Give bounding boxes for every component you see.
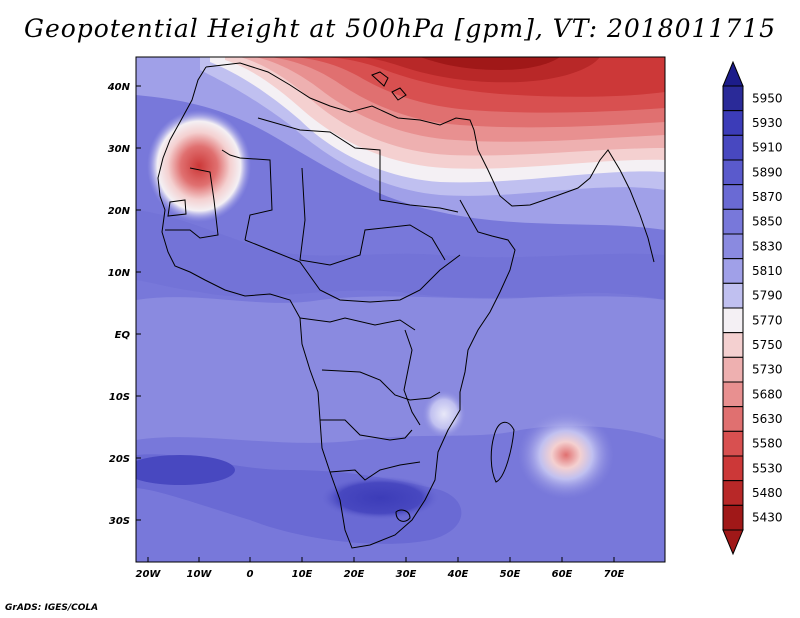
axis-ticks — [136, 85, 615, 562]
lat-label: 40N — [107, 82, 131, 93]
colorbar-swatch — [722, 282, 744, 309]
colorbar-label: 5430 — [752, 511, 783, 525]
colorbar-label: 5870 — [752, 190, 783, 204]
lon-label: 20W — [136, 569, 162, 580]
colorbar-label: 5480 — [752, 486, 783, 500]
colorbar-label: 5530 — [752, 461, 783, 475]
lon-label: 50E — [500, 569, 521, 580]
colorbar-swatch — [722, 85, 744, 112]
colorbar-label: 5830 — [752, 239, 783, 253]
lon-label: 30E — [396, 569, 417, 580]
shaded-field — [136, 57, 665, 562]
colorbar-label: 5750 — [752, 338, 783, 352]
longitude-labels: 20W 10W 0 10E 20E 30E 40E 50E 60E 70E — [136, 569, 625, 580]
colorbar-label: 5730 — [752, 363, 783, 377]
lon-label: 10W — [187, 569, 213, 580]
lon-label: 40E — [447, 569, 469, 580]
colorbar-bottom-arrow — [722, 529, 744, 556]
colorbar-swatch — [722, 233, 744, 260]
latitude-labels: 40N 30N 20N 10N EQ 10S 20S 30S — [107, 82, 131, 527]
lon-label: 20E — [344, 569, 365, 580]
colorbar-swatch — [722, 504, 744, 531]
colorbar-label: 5790 — [752, 289, 783, 303]
lat-label: 30N — [108, 144, 131, 155]
coastlines-borders — [157, 62, 655, 549]
lat-label: 10S — [109, 392, 130, 403]
lat-label: 20S — [109, 454, 130, 465]
colorbar-label: 5580 — [752, 437, 783, 451]
colorbar-swatch — [722, 480, 744, 506]
colorbar-label: 5930 — [752, 116, 783, 130]
lat-label: 30S — [109, 516, 130, 527]
colorbar-label: 5850 — [752, 215, 783, 229]
colorbar-swatch — [722, 381, 744, 408]
footer-credit: GrADS: IGES/COLA — [5, 603, 99, 613]
colorbar-top-arrow — [722, 60, 744, 87]
colorbar-swatch — [722, 455, 744, 482]
colorbar-swatch — [722, 208, 744, 235]
colorbar-swatch — [722, 258, 744, 284]
colorbar-swatch — [722, 430, 744, 457]
colorbar-label: 5950 — [752, 91, 783, 105]
lon-label: 70E — [604, 569, 625, 580]
lat-label: 10N — [108, 268, 131, 279]
colorbar-label: 5890 — [752, 165, 783, 179]
colorbar-swatch — [722, 184, 744, 210]
colorbar-label: 5810 — [752, 264, 783, 278]
colorbar-label: 5910 — [752, 141, 783, 155]
lat-label: EQ — [115, 330, 131, 341]
colorbar-swatch — [722, 356, 744, 383]
lon-label: 10E — [292, 569, 313, 580]
colorbar-swatch — [722, 406, 744, 432]
lon-label: 0 — [247, 569, 254, 580]
lon-label: 60E — [552, 569, 573, 580]
colorbar-label: 5630 — [752, 412, 783, 426]
map-frame — [135, 56, 666, 563]
colorbar-swatch — [722, 110, 744, 136]
colorbar-swatch — [722, 307, 744, 334]
lat-label: 20N — [108, 206, 131, 217]
colorbar-swatch — [722, 159, 744, 186]
map-title: Geopotential Height at 500hPa [gpm], VT:… — [23, 14, 777, 43]
colorbar-label: 5770 — [752, 313, 783, 327]
colorbar-label: 5680 — [752, 387, 783, 401]
colorbar-swatch — [722, 134, 744, 161]
colorbar-swatch — [722, 332, 744, 358]
colorbar: 5950 5930 5910 5890 5870 5850 5830 5810 5790 5770… — [722, 60, 783, 556]
